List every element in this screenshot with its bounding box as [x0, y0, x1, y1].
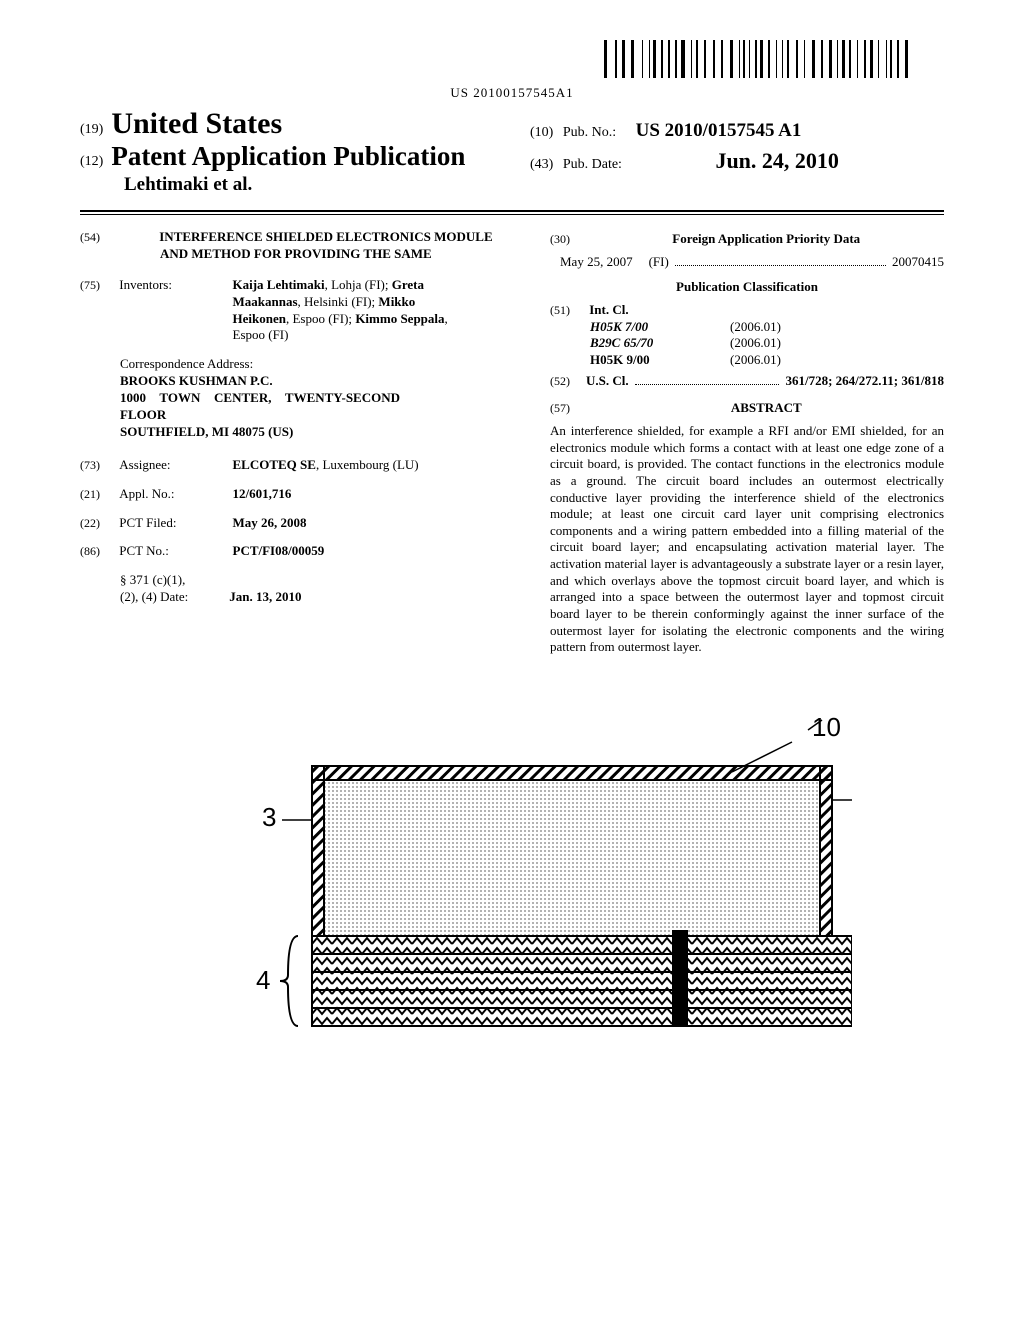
inventor-loc: , Lohja (FI);: [325, 277, 389, 292]
invention-title-row: (54) INTERFERENCE SHIELDED ELECTRONICS M…: [120, 229, 520, 263]
appl-no-label: Appl. No.:: [119, 486, 229, 503]
code-21: (21): [80, 487, 116, 503]
correspondence-label: Correspondence Address:: [120, 356, 520, 373]
barcode: [604, 40, 944, 83]
code-10: (10): [530, 125, 553, 140]
s371-row: § 371 (c)(1), (2), (4) Date: Jan. 13, 20…: [120, 572, 520, 606]
inventor-name: Kimmo Seppala: [355, 311, 444, 326]
abstract-heading: ABSTRACT: [589, 400, 943, 417]
code-12: (12): [80, 154, 103, 169]
barcode-number: US 20100157545A1: [80, 85, 944, 101]
code-52: (52): [550, 374, 586, 390]
pct-no-row: (86) PCT No.: PCT/FI08/00059: [80, 543, 520, 560]
code-30: (30): [550, 232, 586, 248]
pub-no-label: Pub. No.:: [563, 125, 616, 140]
inventors-label: Inventors:: [119, 277, 229, 294]
s371-label-2: (2), (4) Date:: [120, 589, 226, 606]
abstract-block: (57) ABSTRACT: [550, 398, 944, 423]
assignee-label: Assignee:: [119, 457, 229, 474]
assignee-name: ELCOTEQ SE: [233, 457, 316, 474]
invention-title: INTERFERENCE SHIELDED ELECTRONICS MODULE…: [159, 229, 492, 261]
svg-text:4: 4: [256, 965, 270, 995]
pct-no-label: PCT No.:: [119, 543, 229, 560]
country-title: United States: [111, 107, 282, 140]
s371-date: Jan. 13, 2010: [229, 589, 301, 606]
pub-right-block: (10) Pub. No.: US 2010/0157545 A1 (43) P…: [530, 120, 839, 174]
pub-date: Jun. 24, 2010: [715, 148, 838, 173]
svg-text:3: 3: [262, 802, 276, 832]
header-block: (19) United States (12) Patent Applicati…: [80, 107, 944, 196]
two-column-body: (54) INTERFERENCE SHIELDED ELECTRONICS M…: [80, 229, 944, 656]
foreign-date: May 25, 2007: [560, 254, 633, 271]
foreign-heading: Foreign Application Priority Data: [589, 231, 943, 248]
pub-class-heading: Publication Classification: [550, 279, 944, 296]
dotted-leader-2: [635, 384, 780, 385]
us-cl-label: U.S. Cl.: [586, 373, 629, 390]
inventors-names: Kaija Lehtimaki, Lohja (FI); Greta Maaka…: [233, 277, 463, 345]
correspondence-line: SOUTHFIELD, MI 48075 (US): [120, 424, 520, 441]
us-cl-row: (52) U.S. Cl. 361/728; 264/272.11; 361/8…: [550, 373, 944, 390]
pct-filed-label: PCT Filed:: [119, 515, 229, 532]
code-73: (73): [80, 458, 116, 474]
int-cl-block: (51) Int. Cl. H05K 7/00(2006.01)B29C 65/…: [550, 302, 944, 370]
pct-filed: May 26, 2008: [233, 515, 307, 532]
foreign-priority-block: (30) Foreign Application Priority Data: [550, 229, 944, 254]
correspondence-line: 1000 TOWN CENTER, TWENTY-SECOND FLOOR: [120, 390, 400, 424]
inventor-loc: , Helsinki (FI);: [298, 294, 376, 309]
int-cl-row: H05K 7/00(2006.01): [590, 319, 944, 336]
pub-date-label: Pub. Date:: [563, 157, 622, 172]
code-57: (57): [550, 401, 586, 417]
assignee-row: (73) Assignee: ELCOTEQ SE, Luxembourg (L…: [80, 457, 520, 474]
code-22: (22): [80, 516, 116, 532]
figure-area: 1023411: [80, 706, 944, 1071]
code-43: (43): [530, 157, 553, 172]
doc-type-title: Patent Application Publication: [111, 141, 465, 171]
int-cl-row: H05K 9/00(2006.01): [590, 352, 944, 369]
pct-no: PCT/FI08/00059: [233, 543, 325, 560]
barcode-area: US 20100157545A1: [80, 40, 944, 101]
svg-text:10: 10: [812, 712, 841, 742]
correspondence-line: BROOKS KUSHMAN P.C.: [120, 373, 520, 390]
rule-thick: [80, 210, 944, 212]
abstract-text: An interference shielded, for example a …: [550, 423, 944, 656]
inventors-row: (75) Inventors: Kaija Lehtimaki, Lohja (…: [80, 277, 520, 345]
left-column: (54) INTERFERENCE SHIELDED ELECTRONICS M…: [80, 229, 520, 656]
dotted-leader: [675, 265, 886, 266]
authors-line: Lehtimaki et al.: [124, 174, 944, 196]
int-cl-label: Int. Cl.: [589, 302, 628, 317]
code-54: (54): [120, 230, 156, 246]
us-cl: 361/728; 264/272.11; 361/818: [785, 373, 944, 390]
pub-no: US 2010/0157545 A1: [636, 120, 802, 141]
s371-label-1: § 371 (c)(1),: [120, 572, 520, 589]
patent-figure: 1023411: [172, 706, 852, 1066]
code-19: (19): [80, 122, 103, 137]
foreign-num: 20070415: [892, 254, 944, 271]
rule-thin: [80, 214, 944, 215]
foreign-priority-row: May 25, 2007 (FI) 20070415: [560, 254, 944, 271]
pct-filed-row: (22) PCT Filed: May 26, 2008: [80, 515, 520, 532]
correspondence-lines: BROOKS KUSHMAN P.C.1000 TOWN CENTER, TWE…: [120, 373, 520, 441]
int-cl-table: H05K 7/00(2006.01)B29C 65/70(2006.01)H05…: [590, 319, 944, 370]
inventor-loc: , Espoo (FI);: [286, 311, 352, 326]
assignee-loc: , Luxembourg (LU): [316, 457, 419, 472]
right-column: (30) Foreign Application Priority Data M…: [550, 229, 944, 656]
int-cl-row: B29C 65/70(2006.01): [590, 335, 944, 352]
code-51: (51): [550, 303, 586, 319]
appl-no-row: (21) Appl. No.: 12/601,716: [80, 486, 520, 503]
inventor-name: Kaija Lehtimaki: [233, 277, 325, 292]
patent-page: US 20100157545A1 (19) United States (12)…: [0, 0, 1024, 1320]
code-86: (86): [80, 544, 116, 560]
correspondence-block: Correspondence Address: BROOKS KUSHMAN P…: [120, 356, 520, 440]
appl-no: 12/601,716: [233, 486, 292, 503]
foreign-country: (FI): [649, 254, 669, 271]
code-75: (75): [80, 278, 116, 294]
